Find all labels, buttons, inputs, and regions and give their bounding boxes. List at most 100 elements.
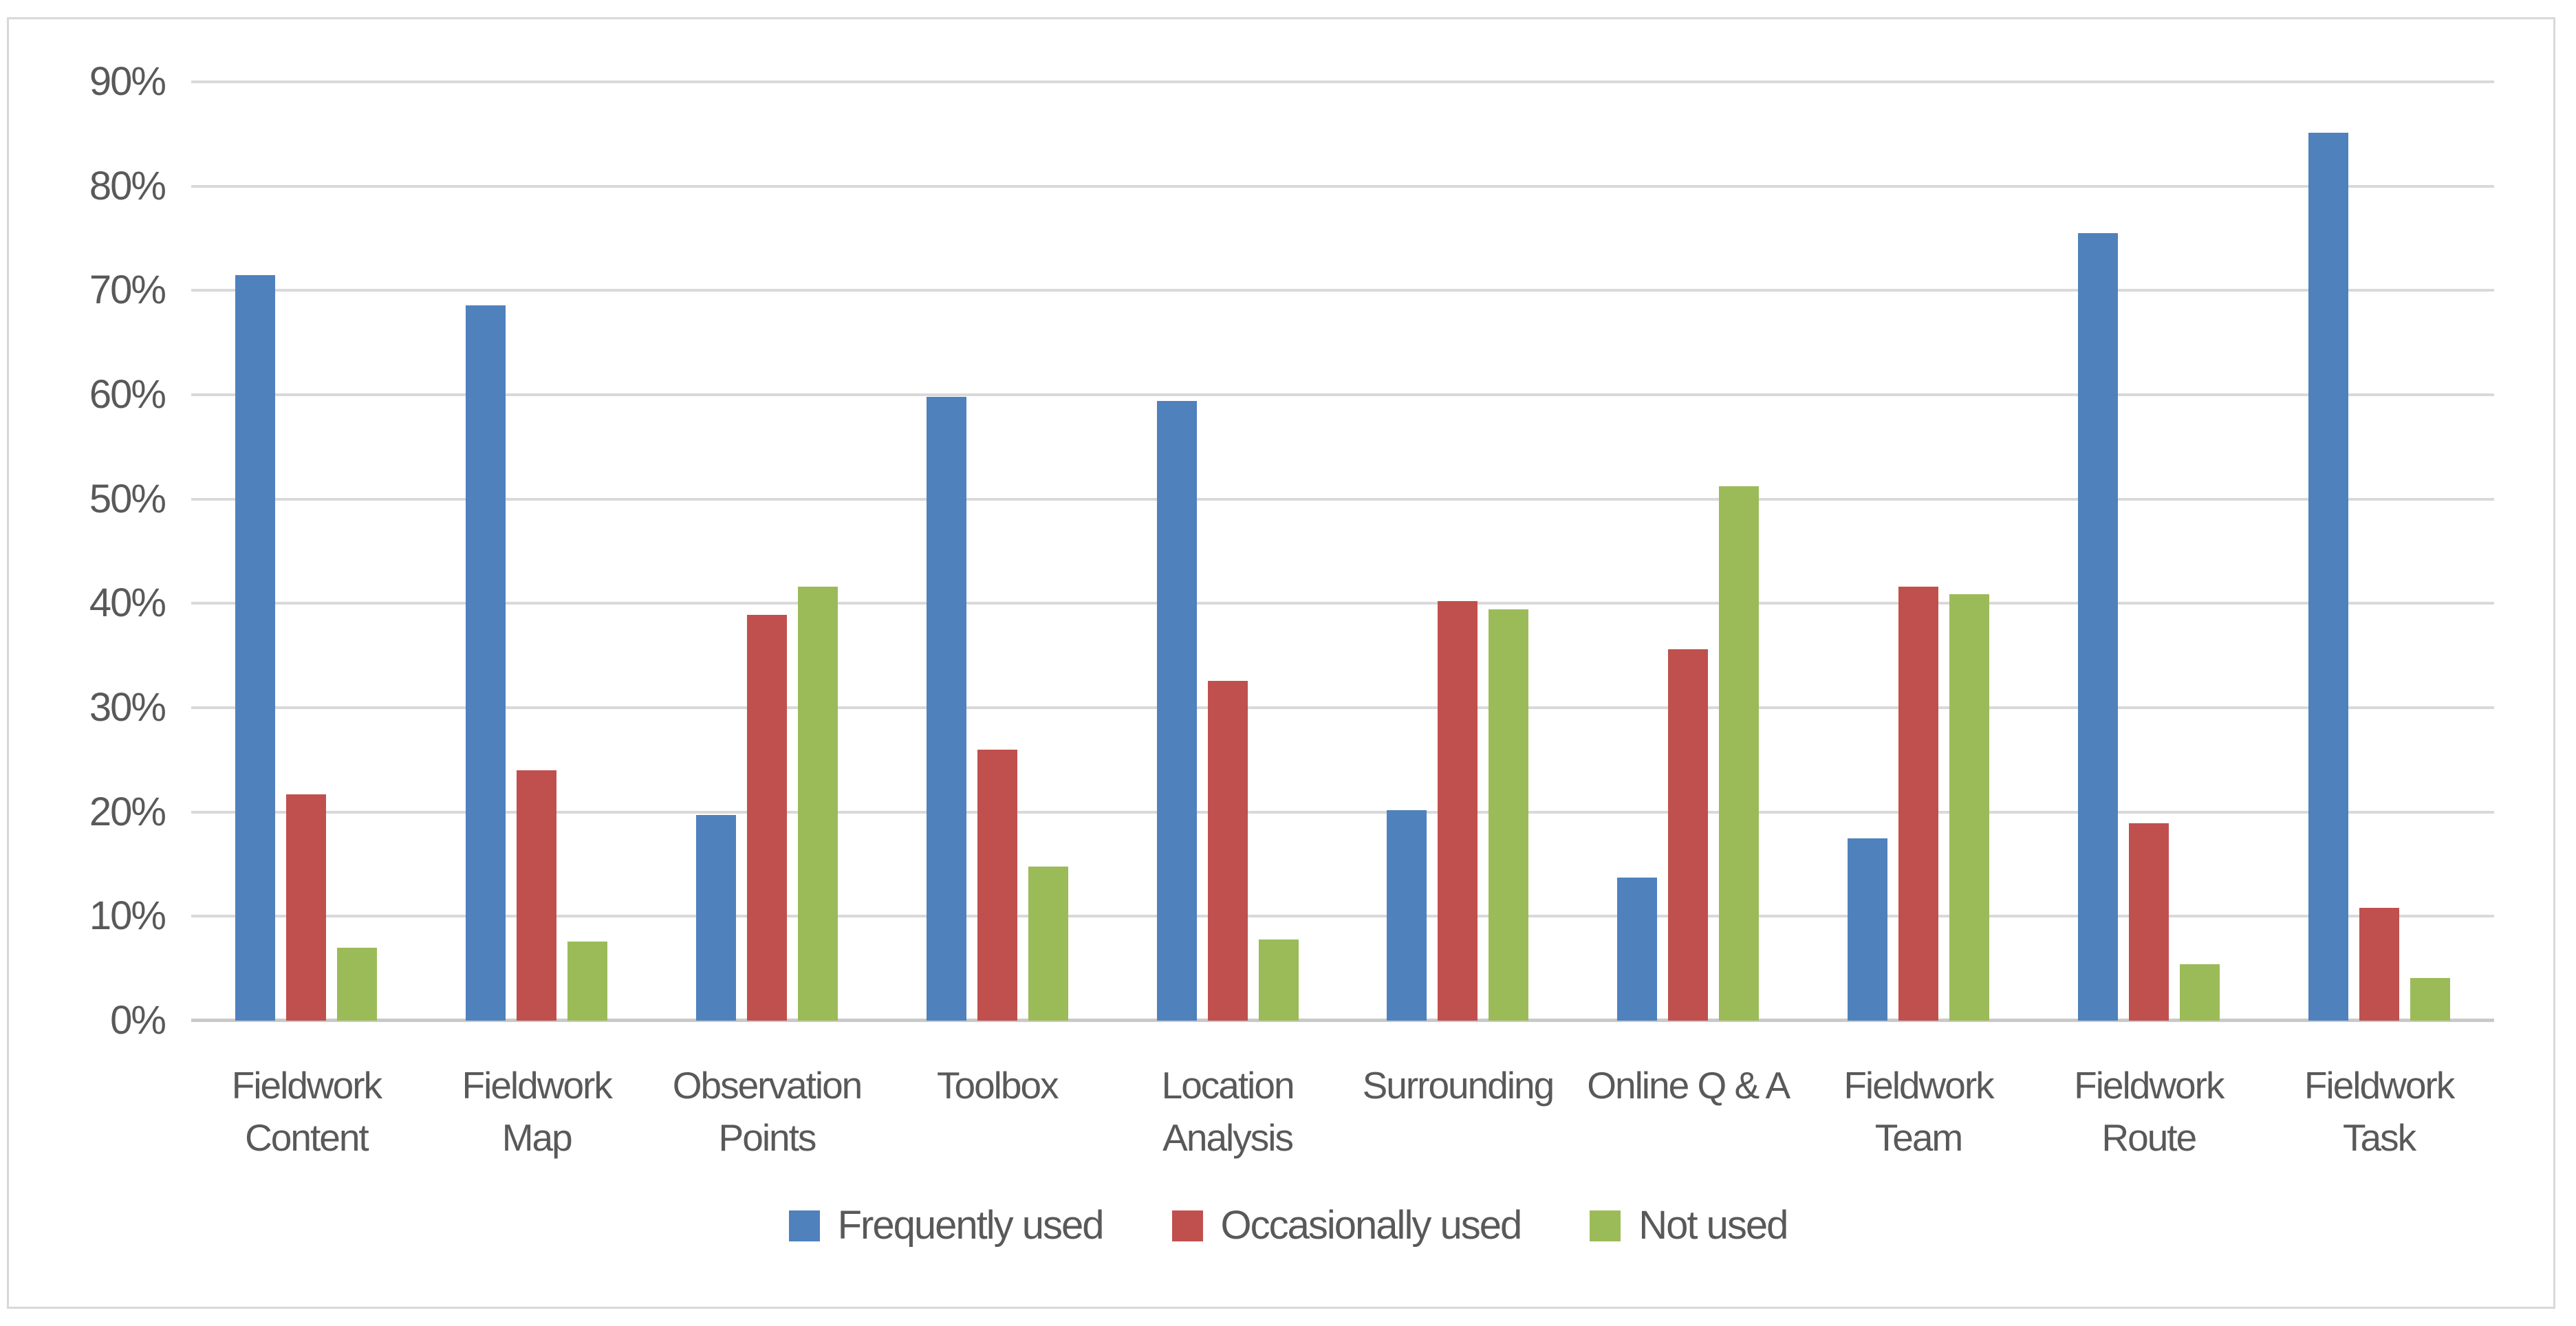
bar-occasionally-used-location-analysis (1207, 680, 1248, 1021)
x-label-line: Fieldwork (2304, 1064, 2455, 1107)
bar-not-used-surrounding (1489, 609, 1529, 1021)
bar-occasionally-used-fieldwork-route (2128, 823, 2169, 1021)
bar-not-used-location-analysis (1258, 939, 1299, 1021)
bar-not-used-online-q-a (1719, 486, 1760, 1021)
legend-label: Not used (1638, 1203, 1788, 1248)
bar-frequently-used-toolbox (926, 397, 966, 1021)
x-label-line: Task (2343, 1116, 2416, 1159)
y-tick-label-60-percent: 60% (89, 372, 166, 417)
x-label-line: Observation (672, 1064, 863, 1107)
bar-group-fieldwork-route (2033, 82, 2264, 1021)
gridline-70-percent (191, 289, 2494, 292)
legend-swatch-icon (1171, 1210, 1203, 1241)
x-label-line: Fieldwork (462, 1064, 613, 1107)
bar-frequently-used-online-q-a (1617, 878, 1658, 1021)
x-label-line: Route (2101, 1116, 2197, 1159)
legend-label: Frequently used (837, 1203, 1105, 1248)
x-label-line: Toolbox (937, 1064, 1059, 1107)
x-axis-category-labels: Fieldwork Content Fieldwork Map Observation P… (191, 1059, 2494, 1176)
gridline-40-percent (191, 602, 2494, 605)
legend-swatch-icon (788, 1210, 820, 1241)
legend-item-occasionally-used: Occasionally used (1171, 1203, 1523, 1248)
y-tick-label-40-percent: 40% (89, 580, 166, 626)
gridline-60-percent (191, 393, 2494, 396)
x-label-line: Map (501, 1116, 573, 1159)
bar-group-surrounding (1343, 82, 1573, 1021)
bar-not-used-fieldwork-task (2410, 977, 2450, 1021)
bar-group-fieldwork-task (2264, 82, 2494, 1021)
bar-occasionally-used-online-q-a (1668, 649, 1709, 1021)
x-label-fieldwork-route: Fieldwork Route (1992, 1059, 2305, 1164)
bar-not-used-fieldwork-team (1949, 594, 1989, 1021)
bar-frequently-used-fieldwork-content (235, 274, 276, 1021)
x-label-line: Team (1874, 1116, 1963, 1159)
bar-occasionally-used-surrounding (1438, 601, 1478, 1021)
bar-group-observation-points (652, 82, 883, 1021)
bar-frequently-used-location-analysis (1156, 401, 1197, 1021)
x-label-line: Analysis (1162, 1116, 1294, 1159)
bar-not-used-fieldwork-content (337, 947, 378, 1021)
legend-item-frequently-used: Frequently used (788, 1203, 1105, 1248)
bar-not-used-fieldwork-map (567, 941, 608, 1021)
y-tick-label-0-percent: 0% (110, 998, 166, 1043)
x-label-line: Online Q & A (1587, 1064, 1790, 1107)
x-label-line: Fieldwork (231, 1064, 382, 1107)
bar-group-toolbox (882, 82, 1112, 1021)
y-tick-label-70-percent: 70% (89, 268, 166, 313)
x-label-fieldwork-map: Fieldwork Map (380, 1059, 693, 1164)
x-label-line: Fieldwork (2074, 1064, 2225, 1107)
x-label-observation-points: Observation Points (611, 1059, 924, 1164)
y-tick-label-30-percent: 30% (89, 685, 166, 730)
x-label-surrounding: Surrounding (1301, 1059, 1614, 1111)
bar-not-used-observation-points (797, 587, 838, 1021)
bar-frequently-used-fieldwork-task (2308, 133, 2348, 1021)
bar-occasionally-used-fieldwork-content (286, 794, 327, 1021)
bar-occasionally-used-toolbox (977, 749, 1017, 1021)
gridline-50-percent (191, 497, 2494, 501)
bar-occasionally-used-fieldwork-map (517, 770, 557, 1021)
gridline-20-percent (191, 810, 2494, 814)
bar-frequently-used-fieldwork-team (1847, 838, 1887, 1021)
x-label-line: Fieldwork (1843, 1064, 1994, 1107)
chart-frame (7, 17, 2555, 1309)
y-tick-label-50-percent: 50% (89, 476, 166, 521)
gridline-80-percent (191, 184, 2494, 188)
bar-group-fieldwork-map (422, 82, 652, 1021)
gridline-10-percent (191, 915, 2494, 918)
legend-label: Occasionally used (1220, 1203, 1523, 1248)
y-tick-label-80-percent: 80% (89, 163, 166, 208)
bar-occasionally-used-fieldwork-team (1898, 587, 1938, 1021)
bar-frequently-used-observation-points (695, 815, 736, 1021)
x-label-location-analysis: Location Analysis (1071, 1059, 1384, 1164)
x-label-fieldwork-content: Fieldwork Content (150, 1059, 463, 1164)
bar-not-used-fieldwork-route (2179, 964, 2220, 1021)
bar-frequently-used-surrounding (1387, 809, 1427, 1021)
y-tick-label-10-percent: 10% (89, 893, 166, 939)
x-label-line: Location (1161, 1064, 1295, 1107)
legend-swatch-icon (1590, 1210, 1621, 1241)
x-label-line: Content (245, 1116, 369, 1159)
bar-not-used-toolbox (1028, 866, 1068, 1021)
x-label-fieldwork-team: Fieldwork Team (1762, 1059, 2075, 1164)
x-label-line: Surrounding (1362, 1064, 1555, 1107)
bar-group-location-analysis (1112, 82, 1343, 1021)
x-label-fieldwork-task: Fieldwork Task (2222, 1059, 2535, 1164)
bar-occasionally-used-fieldwork-task (2359, 908, 2399, 1021)
x-label-toolbox: Toolbox (841, 1059, 1154, 1111)
legend-item-not-used: Not used (1590, 1203, 1788, 1248)
bar-frequently-used-fieldwork-map (466, 305, 506, 1021)
x-label-line: Points (718, 1116, 817, 1159)
plot-area (191, 80, 2494, 1022)
bar-group-online-q-a (1573, 82, 1804, 1021)
bar-occasionally-used-observation-points (746, 615, 787, 1021)
bar-frequently-used-fieldwork-route (2077, 232, 2118, 1021)
bar-group-fieldwork-content (191, 82, 422, 1021)
y-tick-label-20-percent: 20% (89, 789, 166, 834)
bar-group-fieldwork-team (1804, 82, 2034, 1021)
y-tick-label-90-percent: 90% (89, 59, 166, 104)
chart-legend: Frequently used Occasionally used Not used (0, 1205, 2576, 1246)
gridline-30-percent (191, 706, 2494, 709)
x-axis-line (191, 1019, 2494, 1022)
gridline-90-percent (191, 80, 2494, 83)
